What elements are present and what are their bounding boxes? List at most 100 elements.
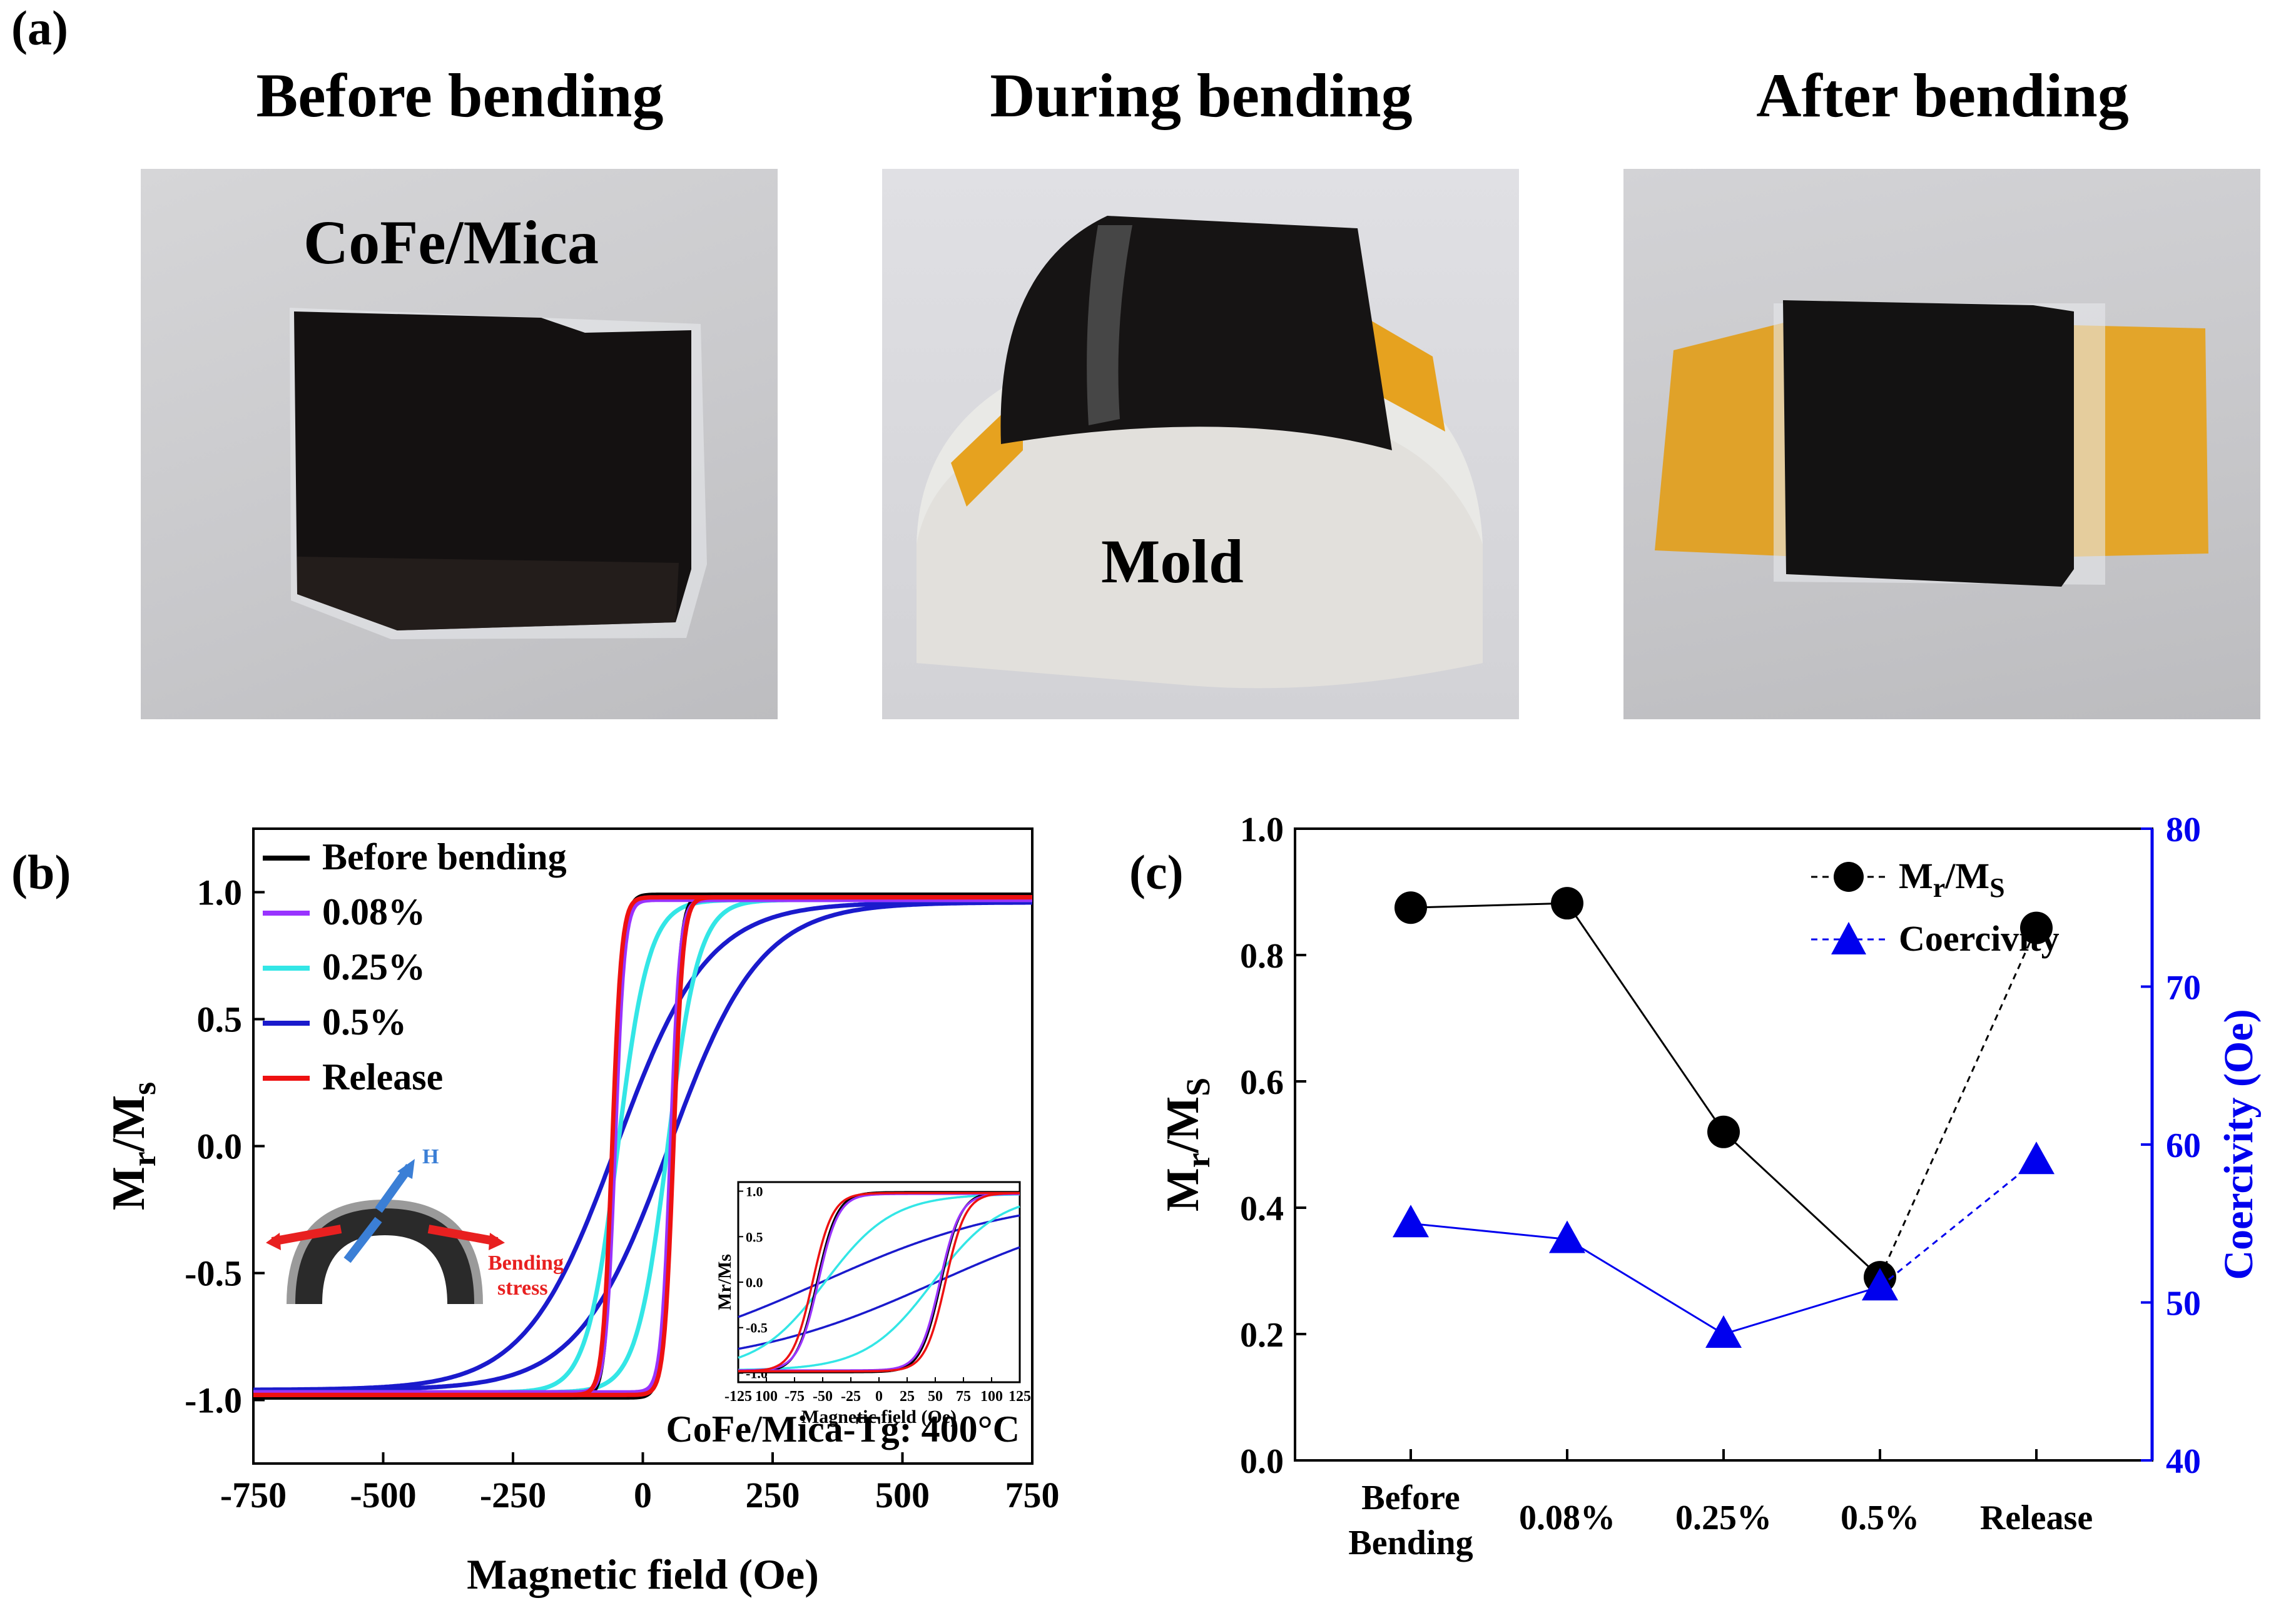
y2-tick-label: 60 (2166, 1126, 2201, 1165)
mrms-point (1394, 891, 1427, 924)
y-tick-label: 0.5 (197, 999, 243, 1040)
photo-title-during: During bending (990, 61, 1413, 130)
mrms-segment (1410, 902, 1568, 909)
stress-arrow-right (427, 1225, 499, 1246)
panel-b-label: (b) (11, 845, 71, 899)
coercivity-point (1862, 1268, 1898, 1301)
inset-x-tick-label: 25 (900, 1388, 915, 1405)
loop-4-descending (253, 895, 1032, 1397)
photo-during-drawing (917, 216, 1483, 689)
inset-x-tick-label: 50 (928, 1388, 943, 1405)
y2-tick-label: 80 (2166, 811, 2201, 849)
panel-a-label: (a) (11, 1, 68, 55)
photo-after-bending (1623, 169, 2260, 719)
photo-during-bending: Mold (882, 169, 1519, 719)
inset-x-tick-label: 0 (875, 1388, 883, 1405)
coercivity-segment (1723, 1285, 1881, 1335)
cofe-film (294, 311, 691, 630)
mrms-segment (1879, 927, 2038, 1278)
inset-loop-2-descending (738, 1193, 1020, 1359)
legend-label: 0.25% (322, 946, 425, 988)
mold-face (917, 415, 1483, 689)
x-tick-label: 750 (1005, 1475, 1060, 1515)
coercivity-point (1549, 1220, 1585, 1253)
cofe-film (1783, 300, 2074, 587)
inset-x-tick-label: 125 (1008, 1388, 1031, 1405)
x-tick-label: 0.08% (1519, 1499, 1615, 1537)
bent-film (1000, 216, 1392, 450)
inset-loop-2-ascending (738, 1205, 1020, 1371)
x-axis-label: Magnetic field (Oe) (467, 1550, 819, 1598)
y2-axis-label: Coercivity (Oe) (2216, 1009, 2262, 1280)
coercivity-segment (1567, 1238, 1724, 1335)
legend-marker-mrms (1834, 862, 1864, 892)
legend-label: Release (322, 1056, 443, 1098)
inset-frame (737, 1181, 1021, 1383)
x-tick-label: 0.5% (1841, 1499, 1919, 1537)
panel-c-label: (c) (1129, 845, 1184, 899)
legend-label: Before bending (322, 836, 567, 877)
inset-x-tick-label: 75 (956, 1388, 971, 1405)
x-tick-label: Before Bending (1348, 1479, 1473, 1562)
kapton-tape-right (1358, 313, 1445, 432)
y-tick-label: -1.0 (185, 1380, 242, 1421)
stress-arrow-left (271, 1225, 342, 1246)
stress-label-2: stress (497, 1277, 548, 1300)
inset-y-tick-label: -0.5 (746, 1320, 768, 1336)
x-tick-label: 0.25% (1675, 1499, 1772, 1537)
y-tick-label: 0.4 (1240, 1190, 1284, 1228)
legend-label-coercivity: Coercivity (1899, 918, 2060, 959)
mrms-point (1707, 1115, 1740, 1148)
inset-loop-3-ascending (738, 1246, 1020, 1350)
chart-b: -750 -500 -250 0 250 500 750-1.0-0.50.00.51.0M… (103, 827, 1060, 1598)
y2-tick-label: 40 (2166, 1442, 2201, 1481)
loop-1-descending (253, 898, 1032, 1395)
y2-tick-label: 70 (2166, 969, 2201, 1008)
photo-before-bending: CoFe/Mica (141, 169, 778, 719)
mrms-segment (1722, 1131, 1881, 1278)
photo-title-before: Before bending (256, 61, 664, 130)
field-label: H (422, 1145, 439, 1168)
mrms-point (2020, 911, 2053, 944)
mrms-point (1551, 887, 1583, 920)
x-tick-label: 0 (634, 1475, 652, 1515)
field-arrow-lower (343, 1216, 382, 1263)
stress-arrowhead-left (266, 1233, 281, 1250)
inset-y-label: Mr/Ms (714, 1254, 735, 1310)
inset-y-tick-label: 0.0 (746, 1275, 763, 1290)
y-tick-label: 1.0 (1240, 811, 1284, 849)
film-reflection (1087, 225, 1132, 425)
inset-x-tick-label: -125 (724, 1388, 752, 1405)
inset-x-tick-label: -75 (785, 1388, 805, 1405)
inset-x-tick-label: 100 (755, 1388, 778, 1405)
inset-loop-3-descending (738, 1214, 1020, 1318)
y-tick-label: -0.5 (185, 1253, 242, 1294)
y-tick-label: 0.0 (1240, 1442, 1284, 1481)
mold-label: Mold (1101, 527, 1244, 596)
coercivity-segment (1410, 1222, 1568, 1240)
inset-x-label: Magnetic field (Oe) (801, 1407, 957, 1427)
y-tick-label: 1.0 (197, 872, 243, 913)
inset-x-tick-label: -50 (813, 1388, 833, 1405)
legend-label: 0.08% (322, 891, 425, 933)
stress-label-1: Bending (488, 1251, 564, 1275)
mrms-segment (1566, 903, 1725, 1133)
coercivity-point (1705, 1315, 1742, 1348)
photo-after-drawing (1655, 300, 2208, 587)
inset-y-tick-label: 1.0 (746, 1184, 763, 1200)
sample-label: CoFe/Mica (303, 208, 599, 277)
legend-marker-coercivity (1831, 922, 1866, 954)
y-tick-label: 0.2 (1240, 1316, 1284, 1355)
inset-loop-4-ascending (738, 1191, 1020, 1373)
y-axis-label: Mr/MS (1157, 1078, 1217, 1211)
y2-tick-label: 50 (2166, 1285, 2201, 1323)
y-tick-label: 0.8 (1240, 937, 1284, 976)
field-arrowhead (397, 1159, 415, 1179)
film-edge-sparkle (297, 557, 679, 630)
legend-label-mrms: Mr/MS (1899, 856, 2005, 903)
coercivity-point (1393, 1205, 1429, 1238)
loop-3-descending (253, 900, 1032, 1392)
legend-label: 0.5% (322, 1001, 407, 1043)
kapton-tape-right (2074, 325, 2208, 557)
